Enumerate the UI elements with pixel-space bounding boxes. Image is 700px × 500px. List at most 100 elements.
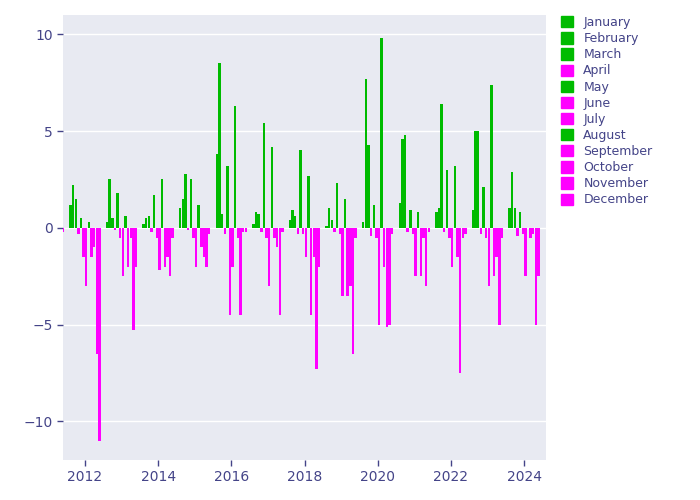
Bar: [375, 228, 377, 237]
Bar: [155, 228, 158, 237]
Bar: [485, 228, 487, 237]
Legend: January, February, March, April, May, June, July, August, September, October, No: January, February, March, April, May, Ju…: [557, 12, 656, 210]
Bar: [289, 220, 291, 228]
Bar: [383, 228, 386, 266]
Bar: [35, 82, 38, 228]
Bar: [370, 228, 372, 235]
Bar: [172, 228, 174, 237]
Bar: [200, 228, 202, 247]
Bar: [237, 228, 239, 237]
Bar: [148, 216, 150, 228]
Bar: [508, 208, 511, 228]
Bar: [318, 228, 320, 266]
Bar: [498, 228, 500, 324]
Bar: [113, 228, 116, 230]
Bar: [294, 216, 297, 228]
Bar: [74, 199, 77, 228]
Bar: [443, 228, 445, 232]
Bar: [326, 226, 328, 228]
Bar: [234, 106, 237, 228]
Bar: [425, 228, 427, 286]
Bar: [203, 228, 205, 257]
Bar: [362, 222, 365, 228]
Bar: [407, 228, 409, 232]
Bar: [511, 172, 513, 228]
Bar: [341, 228, 344, 296]
Bar: [258, 214, 260, 228]
Bar: [488, 228, 490, 286]
Bar: [187, 228, 190, 230]
Bar: [480, 228, 482, 234]
Bar: [38, 193, 41, 228]
Bar: [519, 212, 522, 228]
Bar: [150, 228, 153, 232]
Bar: [333, 228, 336, 232]
Bar: [336, 184, 338, 228]
Bar: [339, 228, 341, 234]
Bar: [307, 176, 309, 228]
Bar: [500, 228, 503, 237]
Bar: [119, 228, 121, 237]
Bar: [90, 228, 93, 257]
Bar: [538, 228, 540, 276]
Bar: [127, 228, 130, 266]
Bar: [41, 228, 43, 232]
Bar: [297, 228, 299, 234]
Bar: [88, 222, 90, 228]
Bar: [412, 228, 414, 234]
Bar: [535, 228, 537, 324]
Bar: [221, 214, 223, 228]
Bar: [46, 228, 48, 230]
Bar: [281, 228, 284, 232]
Bar: [106, 222, 108, 228]
Bar: [242, 228, 244, 232]
Bar: [244, 228, 247, 232]
Bar: [161, 180, 163, 228]
Bar: [223, 228, 226, 234]
Bar: [96, 228, 98, 354]
Bar: [218, 64, 220, 228]
Bar: [132, 228, 134, 330]
Bar: [108, 180, 111, 228]
Bar: [43, 199, 46, 228]
Bar: [354, 228, 357, 237]
Bar: [216, 154, 218, 228]
Bar: [493, 228, 496, 276]
Bar: [459, 228, 461, 373]
Bar: [80, 218, 82, 228]
Bar: [514, 208, 516, 228]
Bar: [255, 212, 258, 228]
Bar: [130, 228, 132, 237]
Bar: [33, 164, 35, 228]
Bar: [265, 228, 268, 237]
Bar: [472, 210, 474, 228]
Bar: [279, 228, 281, 315]
Bar: [98, 228, 101, 440]
Bar: [304, 228, 307, 257]
Bar: [522, 228, 524, 234]
Bar: [404, 135, 406, 228]
Bar: [208, 228, 211, 234]
Bar: [83, 228, 85, 257]
Bar: [451, 228, 454, 266]
Bar: [422, 228, 425, 237]
Bar: [205, 228, 208, 266]
Bar: [142, 224, 145, 228]
Bar: [409, 210, 412, 228]
Bar: [372, 204, 375, 228]
Bar: [438, 208, 440, 228]
Bar: [482, 187, 484, 228]
Bar: [226, 166, 229, 228]
Bar: [428, 228, 430, 232]
Bar: [273, 228, 276, 237]
Bar: [153, 195, 155, 228]
Bar: [93, 228, 95, 247]
Bar: [195, 228, 197, 266]
Bar: [166, 228, 169, 257]
Bar: [419, 228, 422, 276]
Bar: [461, 228, 464, 237]
Bar: [252, 224, 255, 228]
Bar: [532, 228, 535, 234]
Bar: [169, 228, 172, 276]
Bar: [77, 228, 80, 234]
